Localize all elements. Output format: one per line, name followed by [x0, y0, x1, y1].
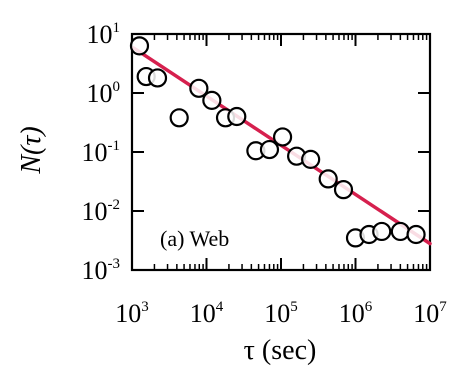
- data-point: [189, 78, 209, 98]
- data-point: [372, 221, 392, 242]
- y-tick-label: 10-3: [82, 256, 121, 285]
- y-tick-label: 101: [87, 20, 121, 49]
- data-point: [318, 169, 338, 189]
- data-point: [147, 68, 168, 88]
- y-tick-label: 100: [87, 79, 121, 108]
- data-points: [129, 36, 426, 248]
- y-axis-ticks: 101 100 10-1 10-2 10-3: [82, 20, 430, 285]
- data-point: [227, 106, 247, 127]
- data-point: [129, 36, 150, 56]
- data-point: [333, 180, 354, 200]
- data-point: [259, 139, 280, 160]
- data-point: [272, 127, 293, 147]
- y-axis-label: N(τ): [16, 126, 47, 174]
- x-tick-label: 107: [413, 299, 447, 328]
- x-tick-label: 103: [115, 299, 149, 328]
- x-tick-label: 104: [190, 299, 224, 328]
- data-point: [390, 221, 410, 242]
- data-point: [406, 224, 426, 245]
- data-point: [202, 90, 222, 110]
- x-tick-label: 106: [339, 299, 373, 328]
- data-point: [301, 149, 321, 169]
- y-tick-label: 10-2: [82, 197, 121, 226]
- x-axis-label: τ (sec): [244, 335, 317, 366]
- y-tick-label: 10-1: [82, 138, 121, 167]
- panel-annotation: (a) Web: [160, 226, 229, 251]
- x-tick-label: 105: [264, 299, 298, 328]
- x-axis-ticks: 103 104 105 106 107: [115, 34, 447, 328]
- data-point: [169, 108, 189, 128]
